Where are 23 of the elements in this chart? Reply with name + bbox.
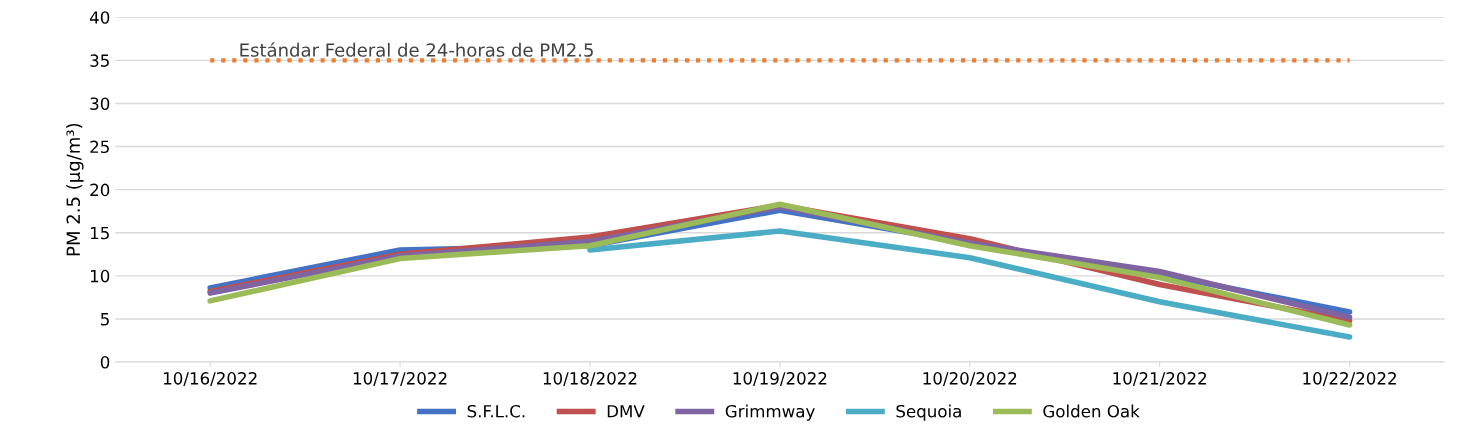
y-tick-label: 10 (90, 269, 110, 283)
x-tick-label: 10/21/2022 (1113, 372, 1207, 386)
y-tick-label: 30 (90, 97, 110, 111)
x-tick-label: 10/22/2022 (1303, 372, 1396, 386)
legend-label: Sequoia (896, 404, 961, 421)
x-tick-label: 10/19/2022 (733, 372, 827, 386)
legend-label: Grimmway (725, 404, 815, 421)
x-tick-label: 10/18/2022 (543, 372, 637, 386)
ref-line-label: Estándar Federal de 24-horas de PM2.5 (240, 42, 593, 57)
y-tick-label: 0 (100, 356, 110, 369)
x-tick-label: 10/20/2022 (923, 372, 1017, 386)
y-tick-label: 20 (90, 183, 110, 197)
x-tick-label: 10/16/2022 (163, 372, 257, 386)
legend-label: S.F.L.C. (467, 404, 525, 418)
y-tick-label: 35 (90, 54, 109, 67)
y-tick-label: 40 (89, 11, 110, 24)
x-tick-label: 10/17/2022 (353, 372, 447, 386)
y-axis-title: PM 2.5 (µg/m³) (66, 123, 84, 256)
legend-label: DMV (607, 405, 645, 418)
legend-label: Golden Oak (1043, 404, 1140, 418)
y-tick-label: 15 (90, 226, 109, 240)
y-tick-label: 25 (90, 140, 109, 154)
y-tick-label: 5 (101, 313, 109, 326)
